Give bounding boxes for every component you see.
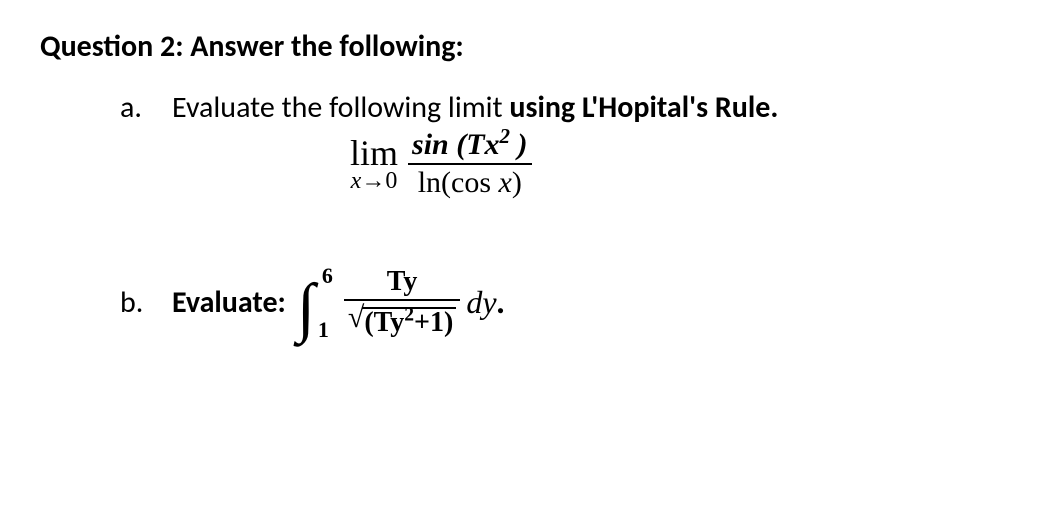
question-heading: Question 2: Answer the following: bbox=[40, 28, 1000, 65]
den-inner-fn: cos bbox=[451, 166, 491, 199]
lim-word: lim bbox=[350, 135, 398, 171]
limit-fraction: sin (Tx2 ) ln(cos x) bbox=[408, 130, 532, 198]
part-a-plain: Evaluate the following limit bbox=[172, 89, 509, 126]
den-open: ( bbox=[441, 166, 451, 199]
integral-numerator: Ty bbox=[383, 268, 422, 296]
den-fn: ln bbox=[418, 166, 441, 199]
part-a-text: Evaluate the following limit using L'Hop… bbox=[172, 89, 778, 126]
part-b-label: b. bbox=[120, 284, 172, 321]
num-exp: 2 bbox=[500, 124, 511, 148]
dy: dy. bbox=[466, 284, 504, 321]
num-open: ( bbox=[449, 128, 467, 161]
lim-operator: lim x→0 bbox=[350, 135, 398, 193]
limit-fraction-bar bbox=[408, 163, 532, 165]
integral-upper: 6 bbox=[322, 263, 333, 289]
den-var: x bbox=[491, 166, 512, 199]
integral-sign: ∫ 6 1 bbox=[300, 271, 344, 335]
radicand-a: (Ty bbox=[364, 307, 404, 338]
evaluate-label: Evaluate: bbox=[172, 284, 286, 321]
integral-fraction: Ty √ (Ty2+1) bbox=[344, 268, 460, 337]
integral-expression: ∫ 6 1 Ty √ (Ty2+1) dy. bbox=[300, 268, 505, 337]
part-a-row: a. Evaluate the following limit using L'… bbox=[120, 89, 1000, 126]
part-a-label: a. bbox=[120, 89, 172, 126]
integral-lower: 1 bbox=[318, 317, 329, 343]
part-a: a. Evaluate the following limit using L'… bbox=[120, 89, 1000, 198]
den-close: ) bbox=[512, 166, 522, 199]
lim-sub-val: 0 bbox=[385, 168, 397, 194]
limit-expression: lim x→0 sin (Tx2 ) ln(cos x) bbox=[350, 130, 1000, 198]
integral-glyph: ∫ bbox=[297, 283, 315, 333]
limit-denominator: ln(cos x) bbox=[414, 168, 526, 198]
radicand: (Ty2+1) bbox=[362, 307, 456, 337]
lim-sub-var: x bbox=[351, 168, 362, 194]
dy-text: dy bbox=[466, 284, 496, 320]
lim-subscript: x→0 bbox=[351, 169, 398, 193]
num-close: ) bbox=[510, 128, 528, 161]
radicand-exp: 2 bbox=[404, 305, 414, 326]
lim-sub-arrow: → bbox=[361, 168, 385, 194]
limit-numerator: sin (Tx2 ) bbox=[408, 130, 532, 160]
part-a-bold: using L'Hopital's Rule. bbox=[509, 89, 778, 126]
num-var: Tx bbox=[466, 128, 499, 161]
dy-period: . bbox=[497, 284, 505, 320]
radical: √ (Ty2+1) bbox=[348, 304, 456, 337]
part-b-row: b. Evaluate: ∫ 6 1 Ty √ (Ty2+1) bbox=[120, 268, 1000, 337]
integral-denominator: √ (Ty2+1) bbox=[344, 304, 460, 337]
num-fn: sin bbox=[412, 128, 449, 161]
radicand-b: +1) bbox=[414, 307, 453, 338]
part-b: b. Evaluate: ∫ 6 1 Ty √ (Ty2+1) bbox=[120, 268, 1000, 337]
